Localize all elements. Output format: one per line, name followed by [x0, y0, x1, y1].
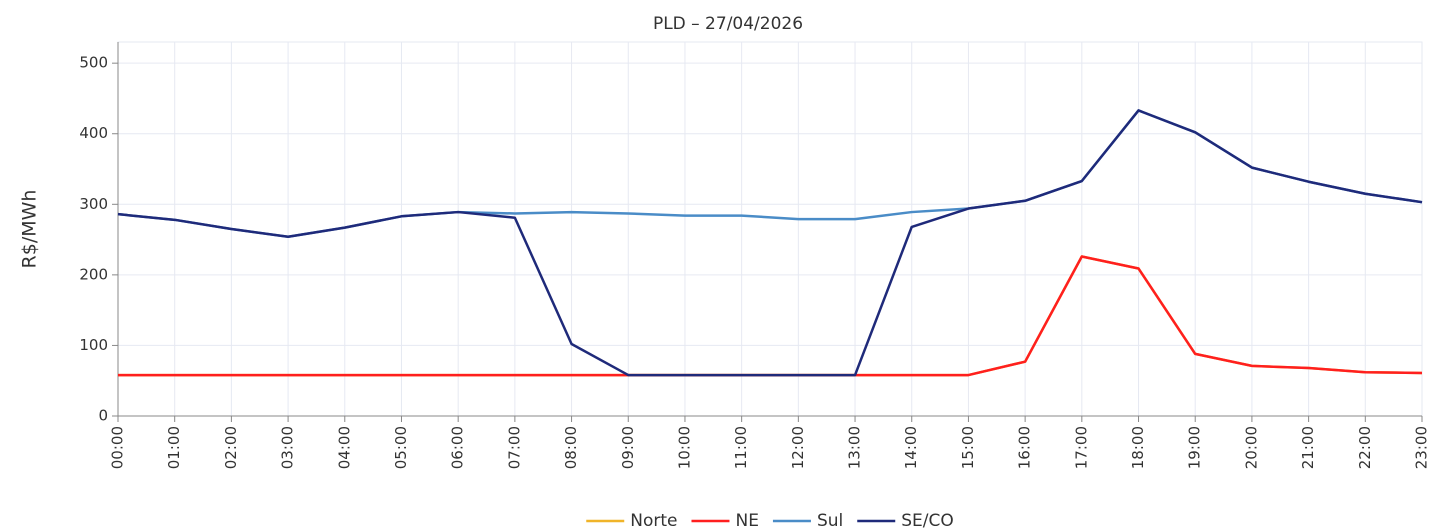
- legend-label: Norte: [630, 511, 677, 531]
- y-tick-label: 0: [98, 407, 108, 425]
- legend: Norte NE Sul SE/CO: [586, 511, 954, 531]
- x-tick-label: 06:00: [449, 426, 467, 469]
- y-tick-label: 100: [79, 336, 108, 354]
- x-tick-label: 13:00: [846, 426, 864, 469]
- series-line: [117, 109, 1423, 239]
- x-tick-label: 00:00: [109, 426, 127, 469]
- x-tick-label: 08:00: [562, 426, 580, 469]
- x-tick-label: 23:00: [1413, 426, 1430, 469]
- y-tick-label: 500: [79, 54, 108, 72]
- x-tick-label: 19:00: [1186, 426, 1204, 469]
- x-tick-label: 01:00: [165, 426, 183, 469]
- y-axis-label: R$/MWh: [19, 190, 41, 269]
- y-tick-label: 300: [79, 195, 108, 213]
- x-tick-label: 09:00: [619, 426, 637, 469]
- x-tick-label: 12:00: [789, 426, 807, 469]
- legend-label: Sul: [817, 511, 843, 531]
- x-tick-label: 04:00: [335, 426, 353, 469]
- x-tick-label: 07:00: [505, 426, 523, 469]
- x-tick-label: 05:00: [392, 426, 410, 469]
- x-tick-label: 17:00: [1072, 426, 1090, 469]
- x-tick-label: 03:00: [279, 426, 297, 469]
- series-line: [118, 255, 1423, 377]
- series-line: [118, 255, 1423, 377]
- x-tick-label: 21:00: [1299, 426, 1317, 469]
- x-tick-label: 02:00: [222, 426, 240, 469]
- x-tick-label: 10:00: [675, 426, 693, 469]
- x-tick-label: 22:00: [1356, 426, 1374, 469]
- x-tick-label: 15:00: [959, 426, 977, 469]
- chart-title: PLD – 27/04/2026: [653, 14, 803, 34]
- legend-label: SE/CO: [901, 511, 954, 531]
- y-tick-label: 400: [79, 124, 108, 142]
- x-tick-label: 11:00: [732, 426, 750, 469]
- x-tick-label: 16:00: [1016, 426, 1034, 469]
- y-tick-label: 200: [79, 265, 108, 283]
- x-tick-label: 20:00: [1242, 426, 1260, 469]
- x-tick-label: 14:00: [902, 426, 920, 469]
- x-tick-label: 18:00: [1129, 426, 1147, 469]
- series-line: [117, 109, 1423, 377]
- legend-label: NE: [735, 511, 758, 531]
